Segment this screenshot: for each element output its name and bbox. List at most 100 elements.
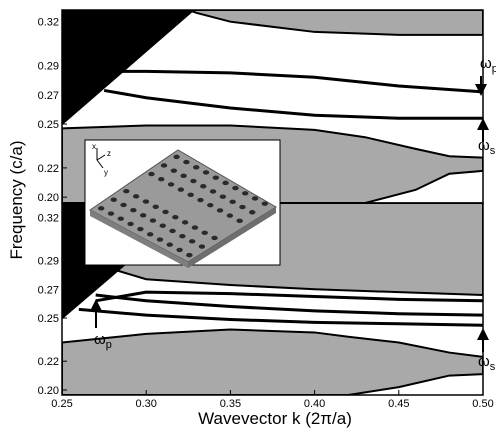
hole	[176, 247, 183, 253]
hole	[162, 209, 169, 215]
hole	[232, 185, 239, 191]
inset-label: x	[92, 142, 96, 151]
hole	[166, 242, 173, 247]
hole	[139, 213, 147, 218]
hole	[173, 154, 180, 160]
hole	[159, 223, 166, 228]
hole	[169, 228, 176, 234]
hole	[201, 230, 208, 235]
annotation-symbol: ω	[478, 137, 490, 154]
hole	[120, 202, 127, 208]
hole	[179, 233, 186, 239]
y-axis-label: Frequency (c/a)	[7, 140, 26, 259]
hole	[158, 177, 165, 182]
annotation-subscript: p	[106, 339, 112, 351]
annotation: ωs	[478, 353, 496, 373]
hole	[209, 189, 217, 194]
hole	[249, 210, 256, 215]
hole	[207, 203, 214, 208]
x-tick-label: 0.45	[388, 398, 409, 410]
y-tick-label: 0.32	[38, 212, 59, 224]
axis-y	[96, 159, 104, 169]
hole	[132, 194, 140, 199]
y-tick-label: 0.29	[38, 61, 59, 73]
hole	[200, 184, 207, 189]
hole	[127, 221, 134, 227]
hole	[156, 237, 164, 242]
hole	[188, 239, 196, 244]
annotation-symbol: ω	[478, 353, 490, 370]
y-tick-label: 0.25	[38, 119, 59, 131]
hole	[193, 165, 200, 170]
y-tick-label: 0.27	[38, 90, 59, 102]
hole	[186, 252, 193, 258]
hole	[117, 216, 124, 221]
band-region	[187, 10, 483, 36]
annotation-subscript: p	[492, 63, 496, 75]
hole	[180, 173, 187, 179]
hole	[242, 191, 249, 196]
annotation: ωp	[480, 55, 496, 75]
hole	[148, 171, 155, 177]
hole	[183, 159, 190, 165]
hole	[190, 178, 197, 184]
hole	[110, 197, 117, 202]
inset: x y z	[84, 139, 281, 268]
hole	[212, 175, 220, 180]
annotation-subscript: s	[490, 361, 496, 373]
annotation-subscript: s	[490, 145, 496, 157]
hole	[197, 197, 204, 203]
x-axis-label: Wavevector k (2π/a)	[198, 409, 352, 428]
hole	[216, 208, 224, 213]
hole	[229, 199, 236, 205]
y-tick-label: 0.32	[38, 17, 59, 29]
hole	[142, 199, 150, 204]
annotation: ωs	[478, 137, 496, 157]
hole	[251, 196, 259, 201]
x-tick-label: 0.50	[472, 398, 493, 410]
hole	[236, 218, 243, 224]
hole	[130, 207, 137, 213]
hole	[149, 218, 157, 223]
hole	[152, 204, 159, 209]
hole	[226, 213, 234, 218]
hole	[219, 194, 227, 199]
hole	[191, 225, 199, 230]
hole	[177, 187, 185, 192]
hole	[202, 170, 210, 175]
x-tick-label: 0.25	[51, 398, 72, 410]
y-tick-label: 0.20	[38, 385, 59, 397]
annotation-symbol: ω	[480, 55, 492, 72]
hole	[160, 163, 168, 168]
hole	[107, 211, 115, 216]
hole	[261, 201, 269, 206]
band-region	[62, 10, 195, 126]
y-tick-label: 0.29	[38, 256, 59, 268]
band-region	[62, 328, 483, 395]
hole	[146, 232, 154, 237]
band-line	[78, 307, 483, 327]
band-line	[95, 290, 483, 303]
hole	[187, 192, 194, 198]
inset-label: z	[107, 149, 111, 158]
holes	[97, 154, 269, 258]
inset-label: y	[104, 168, 108, 177]
hole	[211, 235, 218, 241]
band-line	[103, 88, 483, 120]
y-tick-label: 0.22	[38, 356, 59, 368]
hole	[239, 204, 246, 210]
band-line	[120, 69, 483, 94]
hole	[170, 168, 178, 173]
y-tick-label: 0.25	[38, 313, 59, 325]
hole	[172, 214, 179, 220]
hole	[97, 206, 105, 211]
y-tick-label: 0.27	[38, 284, 59, 296]
hole	[198, 244, 206, 249]
x-tick-label: 0.35	[220, 398, 241, 410]
axis-z	[96, 154, 106, 161]
x-tick-label: 0.40	[304, 398, 325, 410]
hole	[123, 188, 130, 194]
band-line	[95, 293, 483, 317]
